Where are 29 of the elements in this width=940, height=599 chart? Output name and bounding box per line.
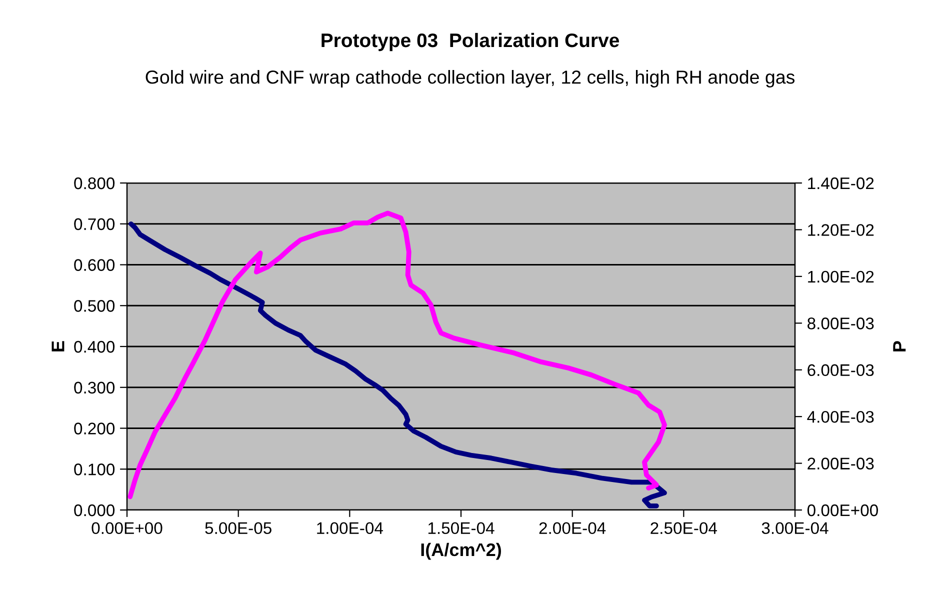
y2-tick-label: 0.00E+00 (807, 504, 878, 516)
y2-tick-label: 1.40E-02 (808, 177, 874, 190)
y-tick-label: 0.500 (74, 300, 115, 312)
y-tick-label: 0.100 (74, 464, 115, 476)
x-tick-label: 0.00E+00 (92, 522, 162, 534)
x-axis-title: I(A/cm^2) (421, 542, 501, 560)
y-tick-label: 0.000 (74, 504, 115, 516)
x-tick-label: 2.50E-04 (650, 522, 718, 534)
x-tick-label: 2.00E-04 (539, 522, 606, 534)
y2-tick-label: 8.00E-03 (808, 318, 874, 330)
y2-tick-label: 1.20E-02 (808, 224, 874, 236)
y2-axis-title: P (893, 341, 906, 352)
chart-title: Prototype 03 Polarization Curve (322, 32, 619, 52)
y-tick-label: 0.400 (74, 340, 115, 353)
x-tick-label: 3.00E-04 (762, 522, 828, 534)
y-tick-label: 0.700 (74, 218, 115, 230)
y2-tick-label: 2.00E-03 (808, 458, 874, 470)
y-tick-label: 0.300 (74, 382, 115, 394)
y-tick-label: 0.600 (74, 259, 115, 271)
y2-tick-label: 4.00E-03 (807, 410, 874, 423)
y-tick-label: 0.200 (74, 422, 115, 434)
x-tick-label: 5.00E-05 (205, 522, 272, 534)
x-tick-label: 1.00E-04 (317, 522, 384, 534)
x-tick-label: 1.50E-04 (428, 522, 494, 534)
y-axis-title: E (52, 341, 64, 352)
y2-tick-label: 1.00E-02 (808, 270, 874, 283)
y2-tick-label: 6.00E-03 (808, 364, 874, 376)
chart-subtitle: Gold wire and CNF wrap cathode collection layer, 12 cells, high RH anode gas (146, 70, 795, 88)
y-tick-label: 0.800 (74, 177, 115, 190)
